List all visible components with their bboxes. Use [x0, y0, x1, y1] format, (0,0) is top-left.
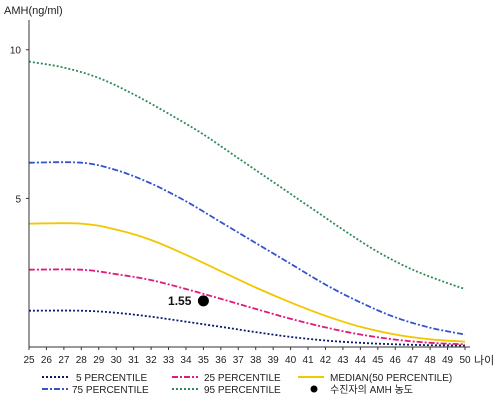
x-tick-label: 46 [390, 355, 402, 366]
y-tick-label: 10 [10, 46, 22, 57]
x-tick-label: 34 [180, 355, 192, 366]
series-line-75-percentile [28, 161, 466, 336]
x-tick-label: 36 [215, 355, 227, 366]
legend-label-p5: 5 PERCENTILE [76, 373, 147, 384]
x-tick-label: 44 [355, 355, 367, 366]
x-tick-label: 37 [233, 355, 245, 366]
legend-label-median: MEDIAN(50 PERCENTILE) [330, 373, 452, 384]
y-ticks: 5 10 [10, 46, 29, 205]
x-tick-label: 31 [128, 355, 140, 366]
x-tick-label: 50 [459, 355, 471, 366]
y-tick-label: 5 [15, 194, 21, 205]
legend-label-p75: 75 PERCENTILE [72, 385, 149, 396]
x-tick-label: 28 [76, 355, 88, 366]
x-tick-label: 39 [268, 355, 280, 366]
x-tick-label: 49 [442, 355, 454, 366]
x-tick-label: 45 [372, 355, 384, 366]
x-tick-label: 40 [285, 355, 297, 366]
x-tick-label: 25 [23, 355, 35, 366]
y-axis-label: AMH(ng/ml) [4, 5, 63, 17]
x-tick-label: 32 [146, 355, 158, 366]
x-tick-label: 29 [93, 355, 105, 366]
x-tick-label: 30 [111, 355, 123, 366]
legend-label-marker: 수진자의 AMH 농도 [330, 384, 413, 396]
x-tick-label: 42 [320, 355, 332, 366]
legend-label-p25: 25 PERCENTILE [204, 373, 281, 384]
patient-amh-value-label: 1.55 [168, 294, 192, 308]
plot-lines [28, 60, 466, 347]
x-tick-label: 26 [41, 355, 53, 366]
legend-swatch-marker [310, 385, 318, 393]
patient-amh-point [197, 295, 209, 307]
legend: 5 PERCENTILE 25 PERCENTILE MEDIAN(50 PER… [42, 373, 452, 396]
x-tick-label: 47 [407, 355, 419, 366]
x-tick-label: 38 [250, 355, 262, 366]
x-tick-label: 33 [163, 355, 175, 366]
series-line-25-percentile [28, 268, 466, 346]
x-ticks: 25 26 27 28 29 30 31 32 33 34 35 36 37 38 39 40 41 42 43 44… [23, 347, 471, 366]
x-tick-label: 41 [302, 355, 314, 366]
series-line-median-50-percentile [28, 222, 466, 343]
x-tick-label: 43 [337, 355, 349, 366]
marker-group: 1.55 [168, 294, 209, 308]
x-axis-label: 나이 [474, 354, 494, 367]
legend-label-p95: 95 PERCENTILE [204, 385, 281, 396]
x-tick-label: 48 [425, 355, 437, 366]
x-tick-label: 35 [198, 355, 210, 366]
x-tick-label: 27 [58, 355, 70, 366]
series-line-5-percentile [28, 309, 466, 347]
series-line-95-percentile [28, 60, 466, 290]
